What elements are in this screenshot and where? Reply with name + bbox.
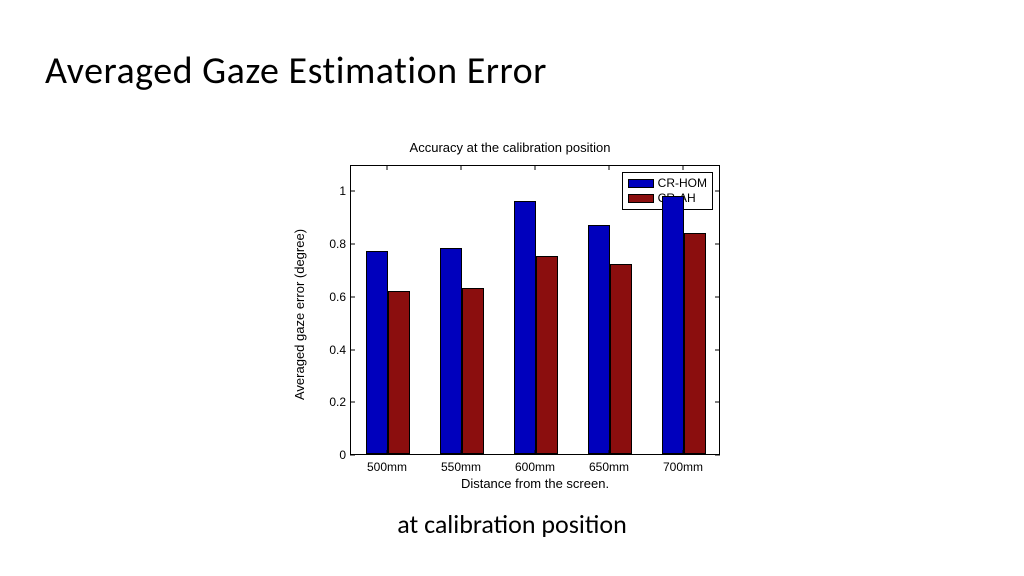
- legend-label: CR-HOM: [658, 176, 707, 191]
- y-tick-mark: [715, 244, 720, 245]
- y-tick-label: 0.2: [320, 395, 346, 409]
- x-tick-label: 650mm: [589, 460, 629, 474]
- x-tick-mark: [609, 450, 610, 455]
- y-tick-label: 0.8: [320, 237, 346, 251]
- bar: [610, 264, 632, 454]
- x-tick-mark: [535, 450, 536, 455]
- x-axis-label: Distance from the screen.: [350, 476, 720, 491]
- x-tick-mark: [535, 165, 536, 170]
- x-tick-label: 600mm: [515, 460, 555, 474]
- y-axis-label: Averaged gaze error (degree): [280, 139, 295, 310]
- y-tick-mark: [350, 244, 355, 245]
- x-tick-label: 700mm: [663, 460, 703, 474]
- x-tick-mark: [683, 165, 684, 170]
- bar: [662, 196, 684, 454]
- y-tick-label: 0: [320, 448, 346, 462]
- x-tick-mark: [609, 165, 610, 170]
- plot-area: CR-HOMCR-AH: [350, 165, 720, 455]
- y-tick-mark: [350, 402, 355, 403]
- slide-caption: at calibration position: [0, 508, 1024, 540]
- x-tick-label: 500mm: [367, 460, 407, 474]
- y-tick-mark: [350, 455, 355, 456]
- chart-title: Accuracy at the calibration position: [280, 140, 740, 155]
- y-tick-label: 0.4: [320, 343, 346, 357]
- y-tick-mark: [715, 349, 720, 350]
- x-tick-label: 550mm: [441, 460, 481, 474]
- x-tick-mark: [387, 165, 388, 170]
- y-tick-mark: [350, 349, 355, 350]
- y-tick-mark: [715, 191, 720, 192]
- legend-swatch: [628, 179, 654, 188]
- y-tick-mark: [715, 296, 720, 297]
- legend-item: CR-HOM: [628, 176, 707, 191]
- bar: [588, 225, 610, 454]
- bar: [388, 291, 410, 454]
- y-tick-mark: [350, 191, 355, 192]
- y-tick-label: 1: [320, 184, 346, 198]
- y-tick-mark: [715, 455, 720, 456]
- x-tick-mark: [461, 450, 462, 455]
- slide-title: Averaged Gaze Estimation Error: [45, 48, 547, 94]
- slide: Averaged Gaze Estimation Error Accuracy …: [0, 0, 1024, 576]
- bar: [366, 251, 388, 454]
- x-tick-mark: [683, 450, 684, 455]
- y-tick-mark: [350, 296, 355, 297]
- bar: [684, 233, 706, 454]
- chart: Accuracy at the calibration position Ave…: [280, 140, 740, 490]
- bar: [440, 248, 462, 454]
- x-tick-mark: [461, 165, 462, 170]
- legend-swatch: [628, 194, 654, 203]
- y-tick-mark: [715, 402, 720, 403]
- x-tick-mark: [387, 450, 388, 455]
- y-tick-label: 0.6: [320, 290, 346, 304]
- bar: [514, 201, 536, 454]
- bar: [462, 288, 484, 454]
- bar: [536, 256, 558, 454]
